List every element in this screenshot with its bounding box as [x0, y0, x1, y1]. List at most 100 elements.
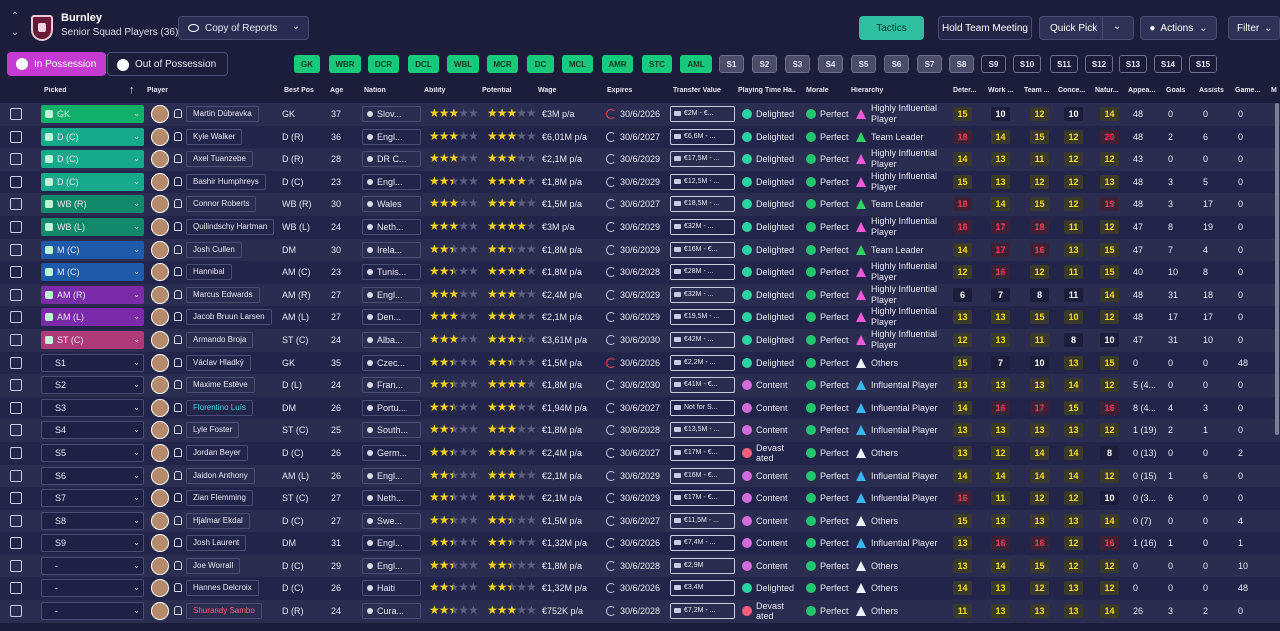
row-checkbox[interactable] — [10, 401, 22, 414]
player-name[interactable]: Marcus Edwards — [186, 286, 260, 303]
transfer-value[interactable]: €32M - ... — [670, 218, 735, 235]
table-row[interactable]: S1 ⌄ Václav Hladký GK 35 Czec... ★★★★★★ ★★★★★★ €… — [0, 351, 1280, 375]
column-header[interactable]: Transfer Value — [673, 87, 721, 94]
row-checkbox[interactable] — [10, 537, 22, 550]
transfer-value[interactable]: €13,5M - ... — [670, 422, 735, 439]
column-header[interactable]: Playing Time Ha... — [738, 87, 796, 94]
picked-select[interactable]: S8 ⌄ — [41, 511, 144, 530]
picked-select[interactable]: WB (R) ⌄ — [41, 195, 144, 214]
player-profile-icon[interactable] — [174, 244, 182, 254]
transfer-value[interactable]: €17M - €... — [670, 444, 735, 461]
picked-select[interactable]: AM (L) ⌄ — [41, 308, 144, 327]
nation[interactable]: Portu... — [362, 399, 421, 416]
picked-select[interactable]: S9 ⌄ — [41, 534, 144, 553]
player-name[interactable]: Maxime Estève — [186, 377, 255, 394]
nation[interactable]: South... — [362, 422, 421, 439]
transfer-value[interactable]: €7,4M - ... — [670, 535, 735, 552]
row-checkbox[interactable] — [10, 559, 22, 572]
player-name[interactable]: Quilindschy Hartman — [186, 218, 275, 235]
column-header[interactable]: Natur... — [1095, 87, 1119, 94]
player-name[interactable]: Armando Broja — [186, 331, 254, 348]
table-row[interactable]: D (C) ⌄ Bashir Humphreys D (C) 23 Engl... ★★★ ★… — [0, 170, 1280, 194]
column-header[interactable]: Appea... — [1128, 87, 1156, 94]
player-name[interactable]: Václav Hladký — [186, 354, 251, 371]
row-checkbox[interactable] — [10, 333, 22, 346]
player-profile-icon[interactable] — [174, 289, 182, 299]
position-button-s2[interactable]: S2 — [752, 55, 777, 73]
position-button-s3[interactable]: S3 — [785, 55, 810, 73]
filter-button[interactable]: Filter ⌄ — [1228, 16, 1280, 40]
transfer-value[interactable]: €11,5M - ... — [670, 512, 735, 529]
vertical-scrollbar[interactable] — [1275, 103, 1279, 435]
column-header[interactable]: Expires — [607, 87, 633, 94]
transfer-value[interactable]: €41M - €... — [670, 377, 735, 394]
row-checkbox[interactable] — [10, 356, 22, 369]
column-header[interactable]: Player — [147, 87, 169, 94]
player-name[interactable]: Connor Roberts — [186, 196, 257, 213]
player-profile-icon[interactable] — [174, 493, 182, 503]
player-name[interactable]: Jordan Beyer — [186, 444, 248, 461]
nation[interactable]: Engl... — [362, 286, 421, 303]
picked-select[interactable]: AM (R) ⌄ — [41, 285, 144, 304]
row-checkbox[interactable] — [10, 266, 22, 279]
table-row[interactable]: ST (C) ⌄ Armando Broja ST (C) 24 Alba... ★★★★★… — [0, 328, 1280, 352]
picked-select[interactable]: D (C) ⌄ — [41, 172, 144, 191]
column-header[interactable]: M — [1271, 87, 1277, 94]
column-header[interactable]: Work ... — [988, 87, 1014, 94]
table-row[interactable]: AM (L) ⌄ Jacob Bruun Larsen AM (L) 27 Den... ★… — [0, 306, 1280, 329]
table-row[interactable]: WB (L) ⌄ Quilindschy Hartman WB (L) 24 Neth..… — [0, 215, 1280, 239]
nation[interactable]: Cura... — [362, 603, 421, 620]
player-name[interactable]: Josh Laurent — [186, 535, 247, 552]
nation[interactable]: Engl... — [362, 535, 421, 552]
position-button-s7[interactable]: S7 — [917, 55, 942, 73]
row-checkbox[interactable] — [10, 492, 22, 505]
picked-select[interactable]: D (C) ⌄ — [41, 150, 144, 169]
player-name[interactable]: Hjalmar Ekdal — [186, 512, 250, 529]
nation[interactable]: Neth... — [362, 218, 421, 235]
transfer-value[interactable]: €19,5M - ... — [670, 309, 735, 326]
position-button-wbl[interactable]: WBL — [447, 55, 479, 73]
player-name[interactable]: Jacob Bruun Larsen — [186, 309, 272, 326]
table-row[interactable]: S2 ⌄ Maxime Estève D (L) 24 Fran... ★★★ ★★ ★★★★★… — [0, 374, 1280, 397]
nation[interactable]: Engl... — [362, 557, 421, 574]
table-row[interactable]: S3 ⌄ Florentino Luís DM 26 Portu... ★★★ ★★ ★★★★★… — [0, 396, 1280, 420]
player-name[interactable]: Zian Flemming — [186, 490, 253, 507]
nation[interactable]: Neth... — [362, 490, 421, 507]
row-checkbox[interactable] — [10, 469, 22, 482]
player-profile-icon[interactable] — [174, 176, 182, 186]
player-name[interactable]: Hannibal — [186, 264, 232, 281]
position-button-s13[interactable]: S13 — [1119, 55, 1147, 73]
picked-select[interactable]: D (C) ⌄ — [41, 127, 144, 146]
transfer-value[interactable]: €2M - €... — [670, 106, 735, 122]
transfer-value[interactable]: €2,2M - ... — [670, 354, 735, 371]
row-checkbox[interactable] — [10, 108, 22, 120]
column-header[interactable]: Ability — [424, 87, 446, 94]
sort-arrow-icon[interactable]: ↑ — [129, 84, 135, 96]
player-name[interactable]: Kyle Walker — [186, 128, 243, 145]
picked-select[interactable]: S7 ⌄ — [41, 489, 144, 508]
row-checkbox[interactable] — [10, 288, 22, 301]
player-name[interactable]: Lyle Foster — [186, 422, 240, 439]
player-profile-icon[interactable] — [174, 154, 182, 164]
player-name[interactable]: Axel Tuanzebe — [186, 151, 253, 168]
quick-pick-button[interactable]: Quick Pick ⌄ — [1039, 16, 1134, 40]
transfer-value[interactable]: €16M - €... — [670, 467, 735, 484]
player-profile-icon[interactable] — [174, 221, 182, 231]
player-profile-icon[interactable] — [174, 380, 182, 390]
player-name[interactable]: Bashir Humphreys — [186, 173, 266, 190]
position-button-s8[interactable]: S8 — [949, 55, 974, 73]
tactics-button[interactable]: Tactics — [859, 16, 924, 40]
position-button-s6[interactable]: S6 — [884, 55, 909, 73]
player-profile-icon[interactable] — [174, 538, 182, 548]
actions-button[interactable]: ● Actions ⌄ — [1140, 16, 1217, 40]
navigation-arrows[interactable]: ⌃ ⌄ — [8, 9, 22, 41]
player-profile-icon[interactable] — [174, 470, 182, 480]
position-button-dcr[interactable]: DCR — [368, 55, 399, 73]
player-name[interactable]: Martin Dúbravka — [186, 106, 259, 122]
player-profile-icon[interactable] — [174, 199, 182, 209]
chevron-down-icon[interactable]: ⌄ — [10, 27, 20, 38]
position-button-gk[interactable]: GK — [294, 55, 320, 73]
position-button-dcl[interactable]: DCL — [408, 55, 439, 73]
transfer-value[interactable]: €17,5M - ... — [670, 151, 735, 168]
